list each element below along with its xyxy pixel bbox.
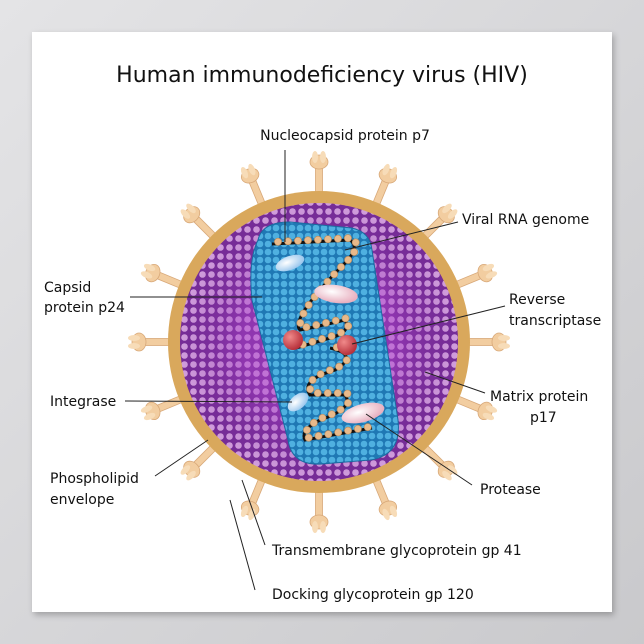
- label-protease: Protease: [480, 482, 541, 498]
- nucleocapsid-bead: [335, 362, 344, 371]
- nucleocapsid-bead: [343, 389, 352, 398]
- nucleocapsid-bead: [336, 405, 345, 414]
- nucleocapsid-bead: [304, 433, 313, 442]
- nucleocapsid-bead: [334, 234, 342, 243]
- nucleocapsid-bead: [318, 413, 327, 422]
- label-matrix: Matrix protein: [490, 389, 588, 405]
- label-nucleocapsid: Nucleocapsid protein p7: [260, 128, 430, 144]
- nucleocapsid-bead: [327, 410, 336, 419]
- nucleocapsid-bead: [350, 248, 359, 256]
- nucleocapsid-bead: [344, 426, 352, 435]
- label-rna: Viral RNA genome: [462, 212, 589, 228]
- nucleocapsid-bead: [322, 318, 330, 327]
- label-gp120: Docking glycoprotein gp 120: [272, 587, 474, 603]
- label-matrix: p17: [530, 410, 557, 426]
- reverse-transcriptase: [283, 330, 303, 350]
- protease-molecule: [314, 284, 358, 304]
- nucleocapsid-bead: [316, 370, 325, 379]
- label-envelope: envelope: [50, 492, 114, 508]
- nucleocapsid-bead: [327, 332, 336, 341]
- nucleocapsid-bead: [314, 235, 322, 244]
- nucleocapsid-bead: [294, 236, 302, 245]
- integrase-molecule: [287, 392, 309, 412]
- nucleocapsid-bead: [323, 277, 332, 286]
- nucleocapsid-bead: [324, 235, 332, 244]
- nucleocapsid-bead: [303, 426, 311, 434]
- nucleocapsid-bead: [331, 316, 340, 325]
- spike: [458, 332, 510, 352]
- label-gp41: Transmembrane glycoprotein gp 41: [271, 543, 522, 559]
- leader-lines: [124, 150, 506, 591]
- nucleocapsid-bead: [284, 237, 292, 246]
- capsid-core: [250, 221, 399, 465]
- nucleocapsid-bead: [299, 309, 308, 318]
- nucleocapsid-bead: [309, 418, 318, 427]
- nucleocapsid-beads: [274, 234, 372, 442]
- nucleocapsid-bead: [324, 430, 333, 439]
- nucleocapsid-bead: [337, 328, 345, 337]
- title: Human immunodeficiency virus (HIV): [116, 63, 528, 88]
- label-envelope: Phospholipid: [50, 471, 139, 487]
- nucleocapsid-bead: [344, 256, 353, 264]
- nucleocapsid-bead: [306, 385, 315, 394]
- label-reverse-transcriptase: transcriptase: [509, 313, 601, 329]
- nucleocapsid-bead: [274, 237, 282, 246]
- nucleocapsid-bead: [304, 236, 312, 245]
- nucleocapsid-bead: [312, 321, 321, 329]
- nucleocapsid-bead: [296, 319, 305, 327]
- nucleocapsid-bead: [330, 270, 339, 279]
- label-capsid: protein p24: [44, 300, 125, 316]
- nucleocapsid-bead: [344, 322, 353, 330]
- nucleocapsid-bead: [314, 432, 323, 440]
- nucleocapsid-bead: [313, 389, 322, 397]
- nucleocapsid-bead: [351, 238, 360, 247]
- nucleocapsid-bead: [344, 399, 352, 407]
- nucleocapsid-bead: [341, 314, 350, 323]
- nucleocapsid-bead: [334, 428, 343, 437]
- nucleocapsid-bead: [318, 335, 326, 343]
- label-capsid: Capsid: [44, 280, 91, 296]
- nucleocapsid-bead: [323, 389, 332, 397]
- nucleocapsid-bead: [344, 234, 352, 243]
- nucleocapsid-bead: [353, 424, 362, 433]
- nucleocapsid-bead: [308, 376, 317, 384]
- nucleocapsid-bead: [304, 301, 313, 309]
- nucleocapsid-bead: [333, 389, 342, 397]
- nucleocapsid-bead: [302, 323, 311, 331]
- nucleocapsid-bead: [363, 423, 372, 432]
- protease-molecule: [341, 402, 385, 424]
- label-reverse-transcriptase: Reverse: [509, 292, 565, 308]
- nucleocapsid-bead: [308, 337, 317, 346]
- nucleocapsid-bead: [342, 356, 351, 365]
- integrase-molecule: [275, 254, 305, 272]
- reverse-transcriptase: [337, 335, 357, 355]
- spike: [309, 481, 329, 533]
- nucleocapsid-bead: [337, 263, 345, 271]
- nucleocapsid-bead: [325, 366, 334, 375]
- label-integrase: Integrase: [50, 394, 116, 410]
